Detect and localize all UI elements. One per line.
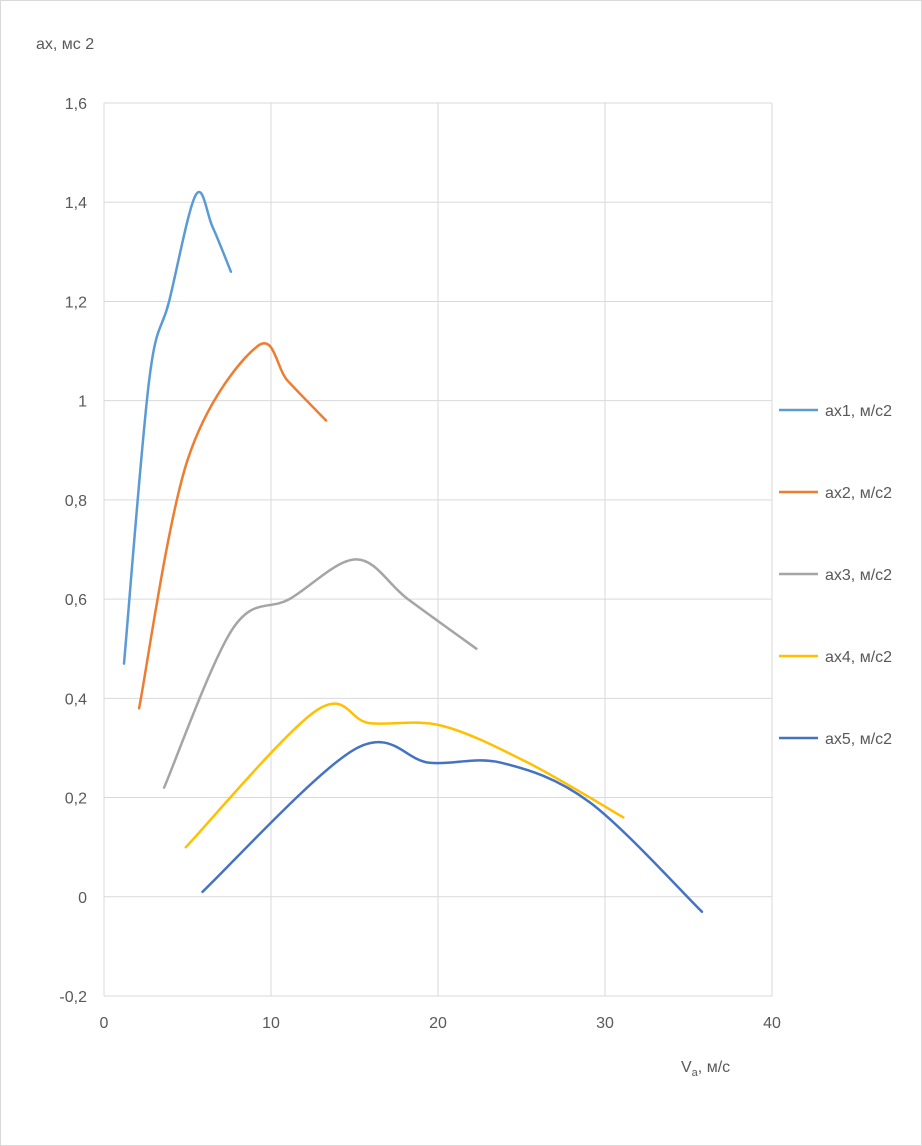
x-axis-title-main: V — [681, 1059, 692, 1076]
y-tick-label: 0 — [78, 890, 87, 907]
y-tick-label: 1,2 — [65, 294, 87, 311]
series-lines — [122, 190, 704, 913]
legend: ax1, м/с2 ax2, м/с2 ax3, м/с2 ax4, м/с2 ax5,… — [779, 403, 892, 748]
y-tick-label: 0,4 — [65, 691, 87, 708]
y-tick-label: 1 — [78, 394, 87, 411]
y-tick-label: 0,6 — [65, 592, 87, 609]
legend-label-ax1: ax1, м/с2 — [825, 403, 892, 420]
y-tick-label: 0,8 — [65, 493, 87, 510]
legend-label-ax3: ax3, м/с2 — [825, 567, 892, 584]
x-tick-label: 0 — [100, 1015, 109, 1032]
legend-label-ax5: ax5, м/с2 — [825, 731, 892, 748]
x-axis-tick-labels: 0 10 20 30 40 — [100, 1015, 781, 1032]
series-line-ax1 — [122, 190, 233, 665]
legend-label-ax4: ax4, м/с2 — [825, 649, 892, 666]
x-axis-title: Va, м/с — [681, 1059, 730, 1079]
x-tick-label: 40 — [763, 1015, 781, 1032]
y-tick-label: 1,6 — [65, 96, 87, 113]
series-line-ax3 — [162, 558, 478, 789]
y-axis-title: ax, мс 2 — [36, 36, 94, 53]
x-tick-label: 10 — [262, 1015, 280, 1032]
legend-label-ax2: ax2, м/с2 — [825, 485, 892, 502]
x-axis-title-unit: , м/с — [698, 1059, 730, 1076]
y-tick-label: -0,2 — [59, 989, 87, 1006]
series-line-ax5 — [201, 740, 704, 913]
x-axis-title-subscript: a — [692, 1067, 699, 1079]
y-axis-tick-labels: -0,2 0 0,2 0,4 0,6 0,8 1 1,2 1,4 1,6 — [59, 96, 87, 1006]
x-tick-label: 20 — [429, 1015, 447, 1032]
series-line-ax4 — [184, 702, 625, 849]
x-tick-label: 30 — [596, 1015, 614, 1032]
y-tick-label: 1,4 — [65, 195, 87, 212]
series-line-ax2 — [137, 342, 328, 710]
y-tick-label: 0,2 — [65, 791, 87, 808]
vertical-gridlines — [103, 103, 773, 996]
